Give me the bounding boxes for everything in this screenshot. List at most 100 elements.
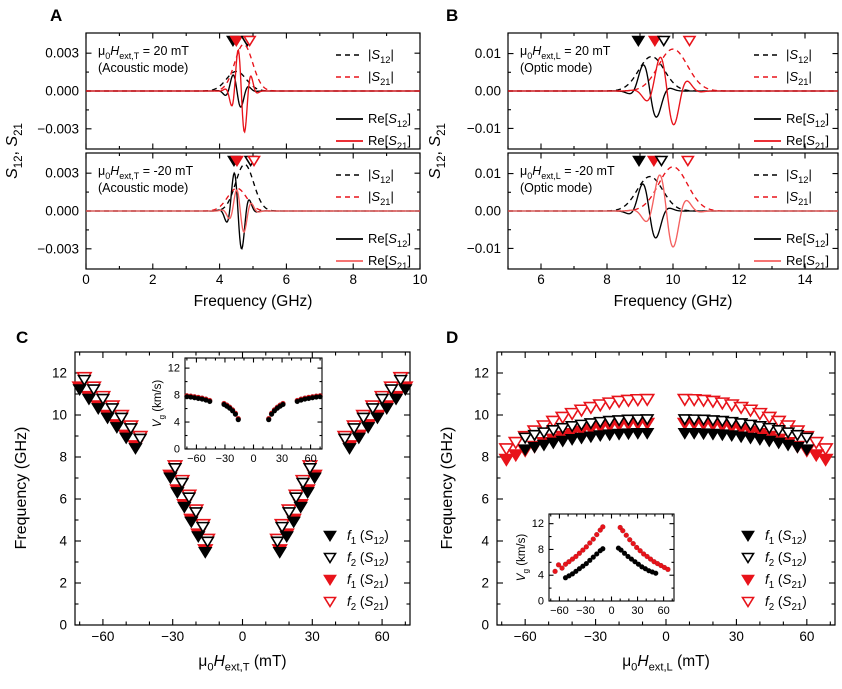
legend-label: Re[S12] — [368, 111, 411, 129]
legend-label: |S21| — [368, 189, 394, 207]
inset-data-point — [635, 561, 642, 568]
inset-data-point — [552, 568, 558, 575]
inset-data-point — [653, 570, 659, 577]
filled-triangle-marker — [128, 443, 143, 455]
inset-data-point — [637, 547, 643, 554]
panel-C: −60 −30 0 30 60 0 2 4 6 8 10 12 μ0Hext,T (mT) Frequen… — [13, 351, 414, 674]
open-triangle-marker — [132, 433, 148, 446]
filled-triangle-marker — [583, 431, 599, 444]
filled-triangle-marker — [229, 35, 244, 48]
inset-data-point — [232, 411, 239, 418]
y-tick-label: 8 — [481, 450, 489, 465]
x-tick-label: 6 — [537, 272, 545, 287]
inset-x-tick-label: −30 — [216, 453, 235, 465]
open-triangle-marker — [270, 536, 285, 549]
inset-data-point — [625, 553, 631, 560]
open-triangle-marker — [582, 401, 599, 415]
filled-triangle-marker — [752, 434, 768, 446]
filled-triangle-marker — [170, 487, 185, 499]
inset-y-tick-label: 4 — [538, 570, 544, 582]
inset-data-point — [583, 544, 590, 550]
y-axis-label: Frequency (GHz) — [439, 427, 456, 550]
subplot-annotation-line1: μ0Hext,L = -20 mT — [520, 164, 615, 181]
x-axis-label: Frequency (GHz) — [194, 293, 313, 310]
subplot-annotation-line2: (Optic mode) — [520, 181, 592, 195]
filled-triangle-marker — [743, 432, 758, 445]
filled-triangle-marker — [733, 431, 749, 444]
open-triangle-marker — [564, 421, 580, 433]
filled-triangle-marker — [555, 435, 570, 448]
y-tick-label: 2 — [59, 576, 67, 591]
open-triangle-marker — [507, 436, 524, 450]
open-triangle-marker — [247, 155, 261, 168]
subplot-annotation-line2: (Acoustic mode) — [98, 61, 188, 75]
open-triangle-marker — [242, 35, 257, 48]
inset-y-tick-label: 0 — [538, 596, 544, 608]
open-triangle-marker — [323, 552, 337, 565]
open-triangle-marker — [365, 403, 380, 415]
inset-x-tick-label: 60 — [304, 453, 316, 465]
inset-y-tick-label: 4 — [174, 417, 180, 429]
x-tick-label: −60 — [514, 629, 537, 644]
inset-data-point — [587, 540, 593, 546]
series-f1_S12 — [517, 427, 815, 457]
y-tick-label: 0.01 — [475, 46, 501, 61]
x-tick-label: 30 — [729, 629, 744, 644]
series-f2_S21 — [498, 393, 834, 457]
inset-data-point — [569, 571, 576, 577]
open-triangle-marker — [741, 596, 755, 609]
open-triangle-marker — [517, 432, 533, 445]
y-tick-label: −0.003 — [37, 121, 79, 136]
inset-data-point — [644, 553, 650, 560]
subplot-A-0: 0.003 0.000 −0.003 μ0Hext,T = 20 mT(Acousti… — [37, 32, 421, 151]
open-triangle-marker — [611, 415, 627, 427]
inset-data-point — [317, 394, 323, 400]
filled-triangle-marker — [686, 427, 702, 440]
filled-triangle-marker — [307, 472, 322, 485]
legend-label: |S21| — [368, 69, 394, 87]
inset-data-point — [576, 566, 583, 572]
curve-re-3 — [508, 174, 838, 248]
y-tick-label: 0 — [59, 618, 67, 633]
filled-triangle-marker — [119, 432, 134, 445]
legend-label: f1 (S12) — [347, 528, 389, 547]
filled-triangle-marker — [351, 432, 366, 445]
inset-x-tick-label: 30 — [276, 453, 288, 465]
open-triangle-marker — [621, 414, 636, 427]
x-tick-label: −60 — [91, 629, 114, 644]
open-triangle-marker — [808, 436, 825, 450]
filled-triangle-marker — [370, 412, 385, 425]
inset-data-point — [630, 540, 636, 547]
open-triangle-marker — [356, 412, 371, 425]
inset-x-tick-label: −60 — [187, 453, 206, 465]
filled-triangle-marker — [724, 430, 739, 443]
inset-series-1 — [562, 545, 659, 581]
open-triangle-marker — [724, 416, 739, 429]
y-tick-label: 12 — [474, 366, 489, 381]
open-triangle-marker — [602, 415, 617, 428]
open-triangle-marker — [167, 463, 183, 475]
y-tick-label: 0.01 — [475, 166, 501, 181]
open-triangle-marker — [630, 414, 646, 427]
inset-data-point — [555, 562, 562, 568]
open-triangle-marker — [123, 423, 139, 435]
legend-label: Re[S21] — [786, 253, 829, 271]
x-tick-label: −30 — [584, 629, 607, 644]
inset-data-point — [583, 560, 590, 567]
y-tick-label: 6 — [481, 492, 489, 507]
filled-triangle-marker — [631, 35, 646, 48]
open-triangle-marker — [705, 415, 721, 427]
legend-label: |S21| — [786, 69, 812, 87]
curve-re-3 — [86, 189, 420, 234]
open-triangle-marker — [274, 521, 290, 534]
open-triangle-marker — [374, 393, 390, 406]
panel-c-label: C — [16, 328, 29, 347]
y-tick-label: 0.003 — [45, 46, 79, 61]
open-triangle-marker — [564, 407, 581, 421]
y-tick-label: 0 — [481, 618, 489, 633]
inset-data-point — [206, 398, 213, 405]
